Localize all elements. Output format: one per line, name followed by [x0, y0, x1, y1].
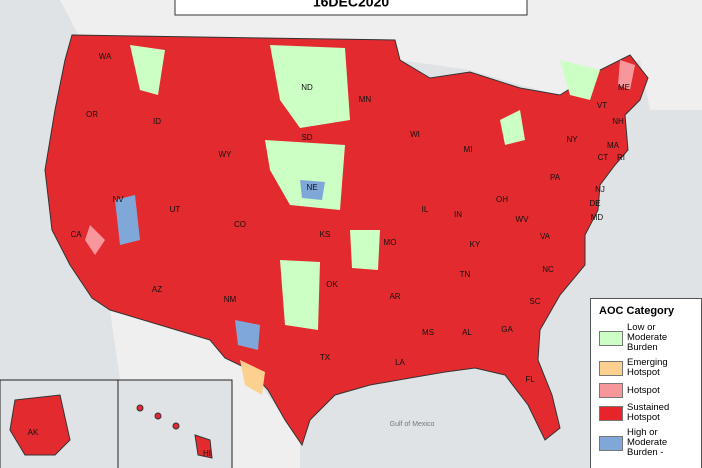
legend-label: Emerging Hotspot [627, 357, 668, 378]
state-label: KS [320, 230, 331, 239]
canada [40, 0, 702, 110]
state-label: OR [86, 110, 98, 119]
state-label: IN [454, 210, 462, 219]
state-label: ND [301, 83, 313, 92]
legend-swatch [599, 435, 623, 451]
legend-title: AOC Category [599, 305, 675, 317]
emerging-patch [240, 360, 265, 395]
alaska [9, 394, 71, 456]
legend-item: High or Moderate Burden - [599, 428, 695, 458]
state-label: NV [112, 195, 124, 204]
state-label: VT [597, 101, 607, 110]
legend-item: Hotspot [599, 383, 695, 398]
state-label: CA [70, 230, 82, 239]
legend-item: Low or Moderate Burden [599, 323, 695, 353]
state-label: NJ [595, 185, 605, 194]
state-label: LA [395, 358, 405, 367]
state-label: HI [203, 449, 211, 458]
state-label: UT [170, 205, 181, 214]
legend-label: Hotspot [627, 384, 660, 396]
state-label: TN [460, 270, 471, 279]
water-label: Gulf of Mexico [390, 421, 435, 428]
state-label: PA [550, 173, 561, 182]
legend-label: Low or Moderate Burden [627, 322, 668, 353]
state-label: NH [612, 117, 624, 126]
state-label: SC [529, 297, 540, 306]
legend-item: Emerging Hotspot [599, 358, 695, 378]
state-label: AL [462, 328, 472, 337]
state-label: MA [607, 141, 620, 150]
low-burden-patches [130, 45, 600, 330]
state-label: WV [516, 215, 530, 224]
legend-label: Sustained Hotspot [627, 402, 670, 423]
state-label: OK [326, 280, 338, 289]
legend-swatch [599, 383, 623, 398]
state-label: WY [219, 150, 233, 159]
state-label: MN [359, 95, 372, 104]
state-label: IL [422, 205, 429, 214]
title-box [174, 0, 528, 16]
state-label: CO [234, 220, 246, 229]
state-label: WA [99, 52, 112, 61]
state-label: TX [320, 353, 331, 362]
state-label: NY [566, 135, 578, 144]
state-label: MI [464, 145, 473, 154]
state-label: AZ [152, 285, 162, 294]
state-label: KY [470, 240, 481, 249]
state-label: AK [28, 428, 39, 437]
state-label: MS [422, 328, 434, 337]
state-label: MO [384, 238, 397, 247]
state-label: GA [501, 325, 513, 334]
state-label: RI [617, 153, 625, 162]
state-label: FL [525, 375, 535, 384]
state-label: SD [301, 133, 312, 142]
high-burden-patches [115, 180, 325, 350]
state-label: CT [598, 153, 609, 162]
state-label: ID [153, 117, 161, 126]
hotspot-patches [85, 60, 635, 255]
legend-label: High or Moderate Burden - [627, 427, 668, 458]
legend-swatch [599, 360, 623, 376]
state-label: MD [591, 213, 604, 222]
state-label: OH [496, 195, 508, 204]
state-label: DE [589, 199, 600, 208]
legend-swatch [599, 330, 623, 346]
legend: AOC Category Low or Moderate Burden Emerg… [590, 298, 702, 468]
state-label: NE [306, 183, 317, 192]
state-label: AR [389, 292, 400, 301]
legend-swatch [599, 405, 623, 421]
title: 16DEC2020 [313, 0, 389, 10]
state-label: ME [618, 83, 630, 92]
legend-item: Sustained Hotspot [599, 403, 695, 423]
hawaii [136, 404, 213, 459]
state-label: WI [410, 130, 420, 139]
state-label: VA [540, 232, 551, 241]
state-label: NM [224, 295, 237, 304]
state-label: NC [542, 265, 554, 274]
